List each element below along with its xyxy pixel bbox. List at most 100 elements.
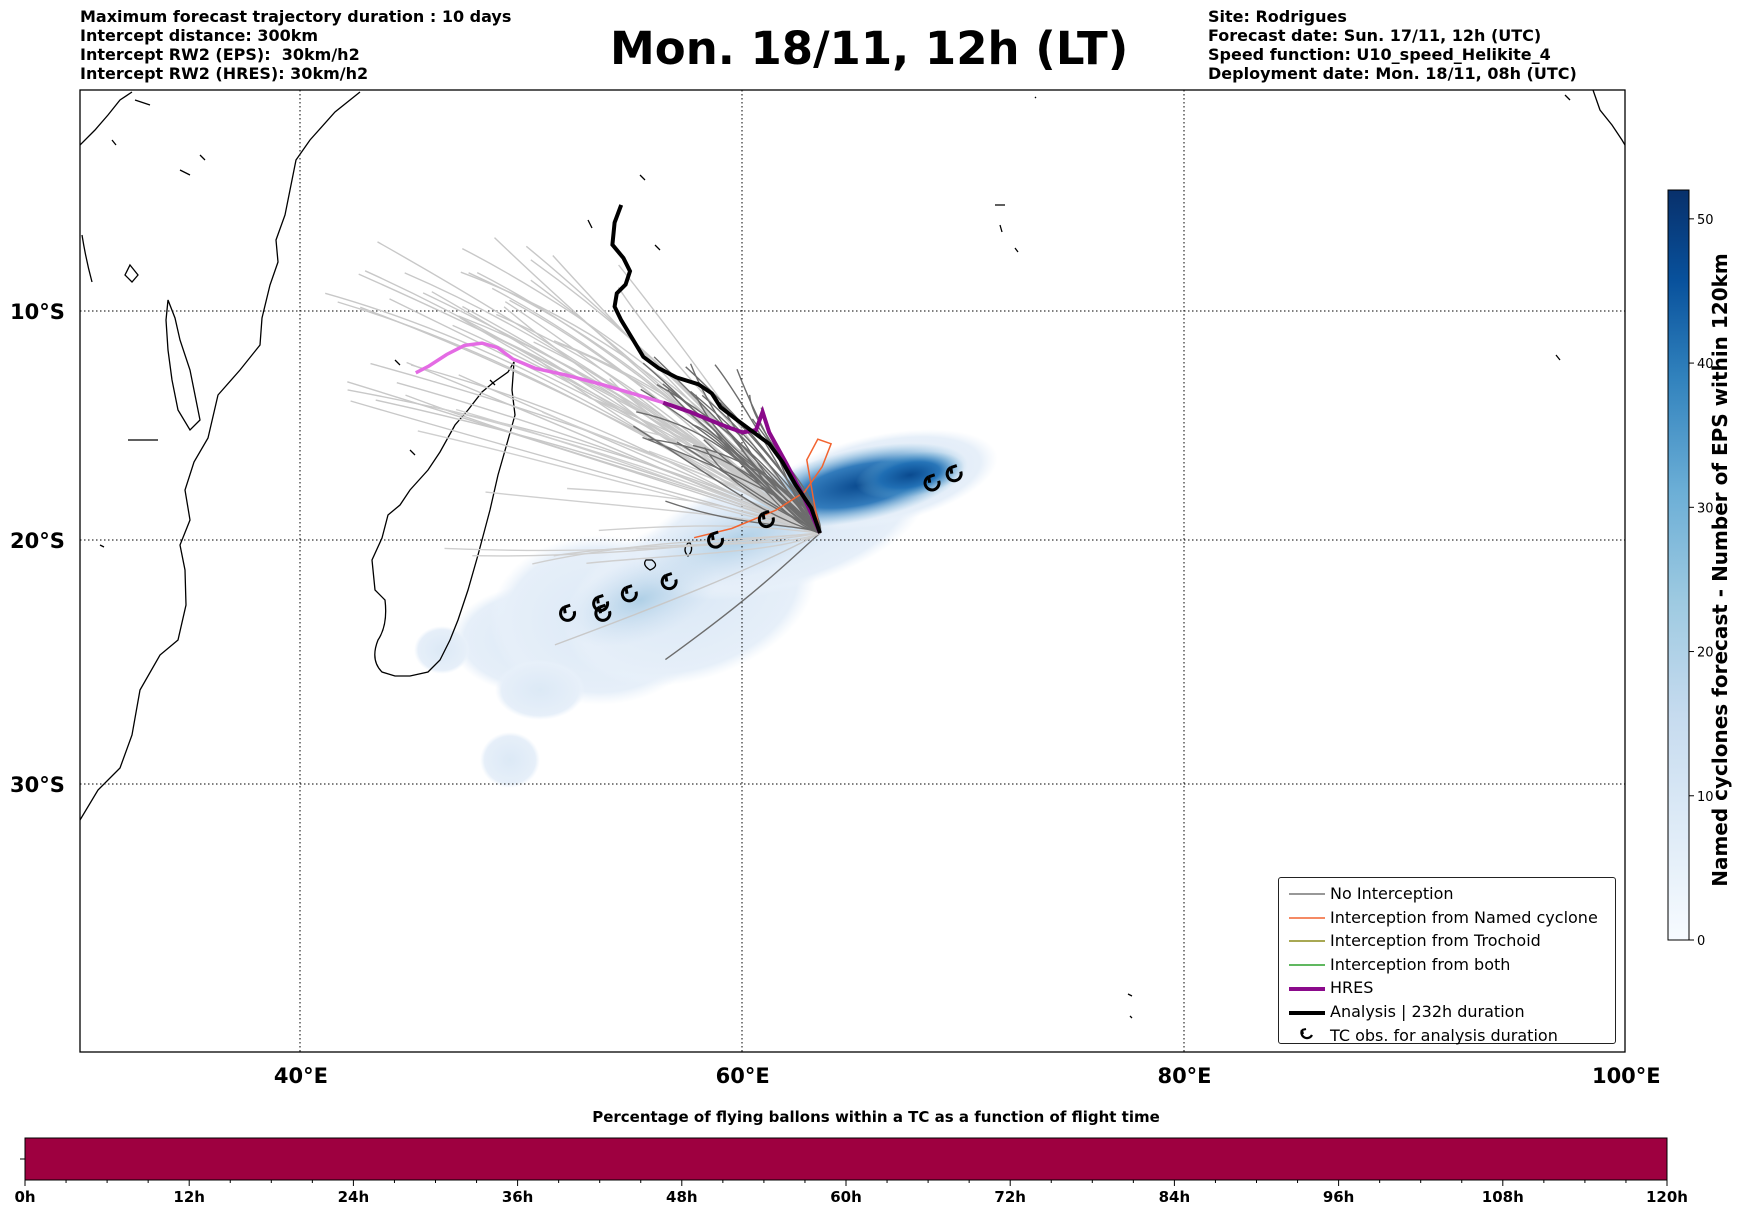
- flight-time-tick-label: 48h: [666, 1188, 698, 1206]
- ensemble-trajectory: [664, 532, 821, 661]
- tracks: [414, 204, 833, 539]
- legend-line-icon: [1289, 964, 1325, 966]
- colorbar: [1667, 189, 1690, 941]
- ensemble-trajectory: [703, 447, 821, 534]
- legend-label: No Interception: [1330, 884, 1454, 903]
- legend-item-no-interception: No Interception: [1279, 882, 1615, 906]
- ensemble-trajectory: [554, 532, 821, 646]
- colorbar-tick-label: 0: [1697, 934, 1705, 949]
- ensemble-trajectory: [417, 430, 821, 534]
- colorbar-tick-label: 10: [1697, 790, 1714, 805]
- flight-time-tick-label: 12h: [173, 1188, 205, 1206]
- tc-obs-symbol: [620, 584, 638, 603]
- header-right-line: Speed function: U10_speed_Helikite_4: [1208, 45, 1551, 64]
- legend-label: HRES: [1330, 978, 1374, 998]
- ensemble-trajectory: [325, 292, 821, 534]
- legend-item-named-cyclone: Interception from Named cyclone: [1279, 906, 1615, 930]
- ensemble-trajectory: [553, 532, 821, 557]
- ensemble-trajectory: [586, 532, 821, 564]
- legend-label: Analysis | 232h duration: [1330, 1001, 1525, 1021]
- legend-item-trochoid: Interception from Trochoid: [1279, 929, 1615, 953]
- header-left-line: Intercept RW2 (EPS): 30km/h2: [80, 45, 360, 64]
- ensemble-trajectory: [350, 400, 821, 534]
- legend-item-hres: HRES: [1279, 976, 1615, 1000]
- ensemble-trajectory: [472, 532, 821, 557]
- colorbar-tick-label: 30: [1697, 501, 1714, 516]
- header-right-line: Deployment date: Mon. 18/11, 08h (UTC): [1208, 64, 1577, 83]
- coastlines: [80, 90, 1625, 1019]
- lat-tick-label: 30°S: [10, 773, 65, 797]
- ensemble-trajectory: [598, 525, 821, 534]
- flight-time-tick-label: 84h: [1159, 1188, 1191, 1206]
- colorbar-tick-label: 40: [1697, 357, 1714, 372]
- cyclone-symbol-icon: [1300, 1027, 1313, 1039]
- ensemble-trajectory: [665, 500, 821, 534]
- flight-time-bar: [24, 1137, 1668, 1181]
- colorbar-tick-label: 50: [1697, 213, 1714, 228]
- flight-time-tick-label: 60h: [830, 1188, 862, 1206]
- map-frame: [79, 89, 1626, 1053]
- legend: No Interception Interception from Named …: [1278, 877, 1616, 1045]
- colorbar-tick-label: 20: [1697, 646, 1714, 661]
- header-right-line: Site: Rodrigues: [1208, 7, 1347, 26]
- lat-tick-label: 20°S: [10, 529, 65, 553]
- legend-item-analysis: Analysis | 232h duration: [1279, 1000, 1615, 1024]
- tc-obs-symbol: [757, 509, 775, 529]
- legend-item-both: Interception from both: [1279, 953, 1615, 977]
- analysis-track: [610, 204, 822, 534]
- tc-obs-symbol: [945, 464, 963, 483]
- flight-time-ticks: 0h 12h 24h 36h 48h 60h 72h 84h 96h 108h 120h: [14, 1180, 1688, 1206]
- colorbar-ticks: 0 10 20 30 40 50: [1689, 213, 1714, 949]
- flight-time-tick-label: 108h: [1482, 1188, 1524, 1206]
- tc-observations: [559, 464, 963, 622]
- tc-obs-symbol: [594, 603, 612, 622]
- legend-item-tc-obs: TC obs. for analysis duration: [1279, 1024, 1615, 1048]
- legend-line-icon: [1289, 916, 1325, 919]
- tc-obs-symbol: [660, 572, 678, 591]
- map-area: [80, 90, 1625, 1052]
- flight-time-tick-label: 72h: [994, 1188, 1026, 1206]
- hres-track: [662, 400, 822, 534]
- legend-label: Interception from Trochoid: [1330, 931, 1541, 951]
- named-cyclone-interception-track: [693, 438, 833, 539]
- header-left-info: Maximum forecast trajectory duration : 1…: [80, 7, 511, 83]
- flight-time-tick-label: 24h: [338, 1188, 370, 1206]
- colorbar-label: Named cyclones forecast - Number of EPS …: [1708, 253, 1732, 887]
- header-left-line: Maximum forecast trajectory duration : 1…: [80, 7, 512, 26]
- flight-time-tick-label: 0h: [14, 1188, 35, 1206]
- hres-track-early: [414, 341, 664, 405]
- legend-line-icon: [1289, 1010, 1325, 1015]
- ensemble-trajectory: [714, 364, 821, 534]
- lon-tick-label: 40°E: [274, 1064, 328, 1088]
- header-left-line: Intercept distance: 300km: [80, 26, 319, 45]
- flight-time-tick-label: 96h: [1323, 1188, 1355, 1206]
- flight-time-tick-label: 36h: [502, 1188, 534, 1206]
- tc-obs-symbol: [559, 603, 577, 622]
- legend-line-icon: [1289, 987, 1325, 992]
- lat-tick-labels: 10°S 20°S 30°S: [10, 300, 65, 797]
- flight-time-tick-label: 120h: [1646, 1188, 1688, 1206]
- lon-tick-labels: 40°E 60°E 80°E 100°E: [274, 1064, 1661, 1088]
- lon-tick-label: 60°E: [716, 1064, 770, 1088]
- flight-time-bar-title: Percentage of flying ballons within a TC…: [592, 1108, 1160, 1126]
- cyclone-density: [414, 429, 998, 788]
- header-left-line: Intercept RW2 (HRES): 30km/h2: [80, 64, 369, 83]
- ensemble-trajectory: [692, 444, 821, 534]
- legend-label: Interception from Named cyclone: [1330, 907, 1598, 927]
- ensemble-trajectory: [689, 363, 821, 534]
- lat-tick-label: 10°S: [10, 300, 65, 324]
- ensemble-trajectories: [325, 237, 822, 661]
- legend-label: Interception from both: [1330, 954, 1511, 974]
- lon-tick-label: 80°E: [1157, 1064, 1211, 1088]
- ensemble-trajectory: [458, 374, 821, 534]
- tc-obs-symbol: [707, 530, 725, 549]
- legend-line-icon: [1289, 940, 1325, 942]
- header-right-info: Site: Rodrigues Forecast date: Sun. 17/1…: [1208, 7, 1577, 83]
- legend-label: TC obs. for analysis duration: [1330, 1025, 1558, 1045]
- page-title: Mon. 18/11, 12h (LT): [610, 22, 1129, 75]
- legend-line-icon: [1289, 893, 1325, 895]
- header-right-line: Forecast date: Sun. 17/11, 12h (UTC): [1208, 26, 1542, 45]
- lon-tick-label: 100°E: [1592, 1064, 1661, 1088]
- ensemble-trajectory: [396, 382, 821, 534]
